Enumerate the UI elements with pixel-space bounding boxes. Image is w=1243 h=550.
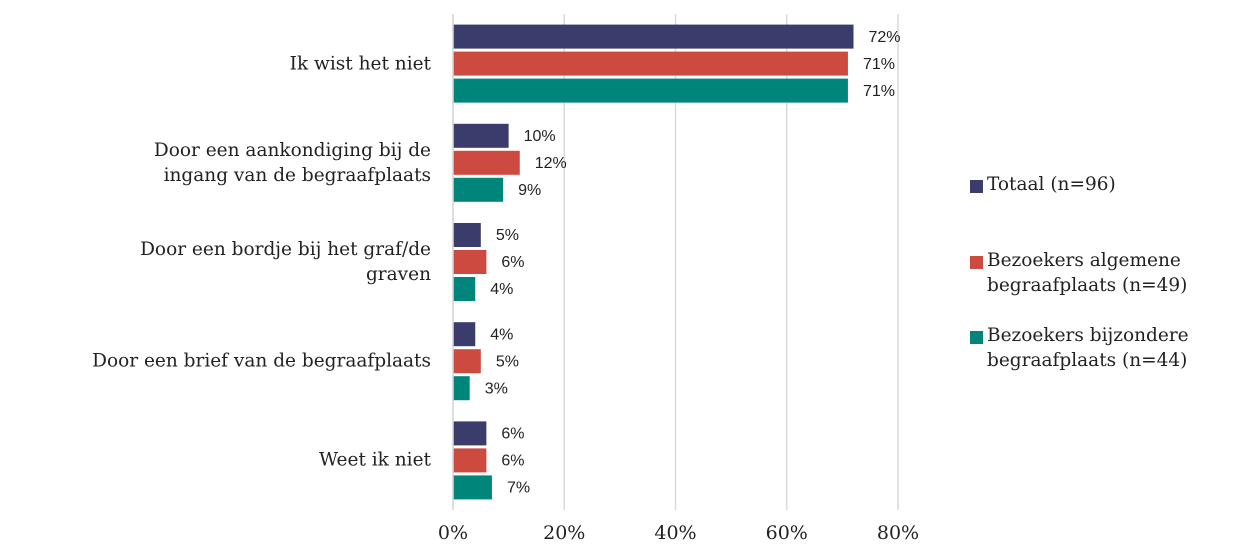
x-tick-label: 20%	[543, 522, 586, 544]
bar	[453, 277, 476, 301]
bar	[453, 150, 520, 175]
value-label: 72%	[869, 29, 901, 46]
bar	[453, 123, 509, 148]
category-label: Door een brief van de begraafplaats	[92, 350, 431, 372]
legend-swatch	[970, 180, 983, 193]
value-label: 10%	[524, 128, 556, 145]
legend-item: Bezoekers bijzondere begraafplaats (n=44…	[970, 323, 1189, 373]
value-label: 12%	[535, 155, 567, 172]
x-tick-label: 80%	[876, 522, 920, 544]
value-label: 71%	[863, 83, 895, 100]
x-tick-label: 40%	[654, 522, 697, 544]
bar	[453, 475, 492, 500]
legend-item: Totaal (n=96)	[970, 172, 1116, 197]
value-label: 6%	[501, 254, 524, 271]
bar	[453, 349, 481, 374]
bar	[453, 177, 504, 202]
legend-swatch	[970, 331, 983, 344]
value-label: 5%	[496, 227, 519, 244]
category-label: Door een bordje bij het graf/de graven	[140, 239, 431, 285]
bar	[453, 322, 476, 347]
x-tick-label: 0%	[437, 522, 469, 544]
category-label: Weet ik niet	[319, 449, 431, 471]
bar	[453, 250, 487, 274]
bar	[453, 24, 854, 49]
value-label: 7%	[507, 480, 530, 497]
value-label: 3%	[485, 380, 508, 397]
value-label: 71%	[863, 56, 895, 73]
legend-swatch	[970, 256, 983, 269]
value-label: 9%	[518, 182, 541, 199]
bar	[453, 223, 481, 247]
bar	[453, 78, 848, 103]
bar	[453, 448, 487, 473]
bar	[453, 421, 487, 446]
category-label: Door een aankondiging bij de ingang van …	[153, 139, 431, 186]
x-tick-label: 60%	[765, 522, 808, 544]
category-label: Ik wist het niet	[289, 53, 431, 75]
legend-item: Bezoekers algemene begraafplaats (n=49)	[970, 248, 1187, 298]
value-label: 4%	[490, 326, 513, 343]
value-label: 6%	[501, 453, 524, 470]
value-label: 6%	[501, 426, 524, 443]
bar	[453, 51, 848, 76]
value-label: 4%	[490, 281, 513, 298]
bar	[453, 376, 470, 401]
value-label: 5%	[496, 353, 519, 370]
